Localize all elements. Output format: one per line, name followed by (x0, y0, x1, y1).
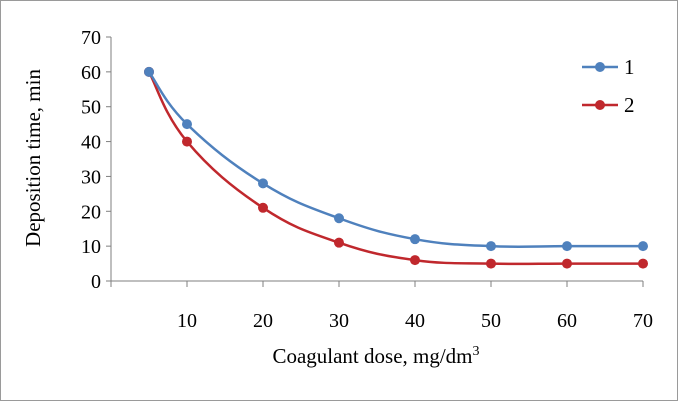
x-axis-title-text: Coagulant dose, mg/dm (272, 344, 472, 368)
y-tick-label: 0 (91, 271, 101, 293)
series-2-line (147, 71, 643, 266)
y-tick-label: 70 (81, 27, 101, 49)
y-tick-label: 40 (81, 132, 101, 154)
x-tick-label: 60 (557, 310, 577, 332)
series-1-point (638, 241, 648, 252)
series-2-point (410, 255, 420, 266)
y-tick-label: 50 (81, 97, 101, 119)
x-tick-label: 50 (481, 310, 501, 332)
y-tick-label: 10 (81, 236, 101, 258)
series-1-point (486, 241, 496, 252)
x-tick-label: 40 (405, 310, 425, 332)
legend-1-label: 1 (624, 55, 635, 79)
series-1-point (334, 213, 344, 224)
x-tick-label: 10 (177, 310, 197, 332)
series-1-line (147, 71, 643, 249)
x-axis-title-superscript: 3 (473, 344, 480, 359)
series-1-point (144, 66, 154, 77)
chart-series (144, 66, 648, 269)
legend-2-label: 2 (624, 93, 635, 117)
legend-2-marker (595, 100, 605, 110)
series-1-point (562, 241, 572, 252)
series-2-point (258, 202, 268, 213)
x-axis-title: Coagulant dose, mg/dm3 (272, 344, 479, 368)
series-2-point (562, 258, 572, 269)
series-2-point (182, 136, 192, 147)
series-2-point (486, 258, 496, 269)
x-tick-label: 70 (633, 310, 653, 332)
chart-legend: 12 (582, 55, 635, 117)
y-tick-label: 60 (81, 62, 101, 84)
x-tick-label: 20 (253, 310, 273, 332)
series-1-point (410, 234, 420, 245)
series-1-point (182, 119, 192, 130)
legend-1-marker (595, 62, 605, 72)
y-axis-title: Deposition time, min (21, 69, 45, 247)
x-tick-label: 30 (329, 310, 349, 332)
y-tick-label: 30 (81, 166, 101, 188)
series-2-point (638, 258, 648, 269)
series-1-point (258, 178, 268, 189)
y-tick-label: 20 (81, 201, 101, 223)
series-2-point (334, 237, 344, 248)
chart-axes: 0 10 20 30 40 50 60 70 10 20 30 40 50 60 70 (81, 27, 653, 332)
